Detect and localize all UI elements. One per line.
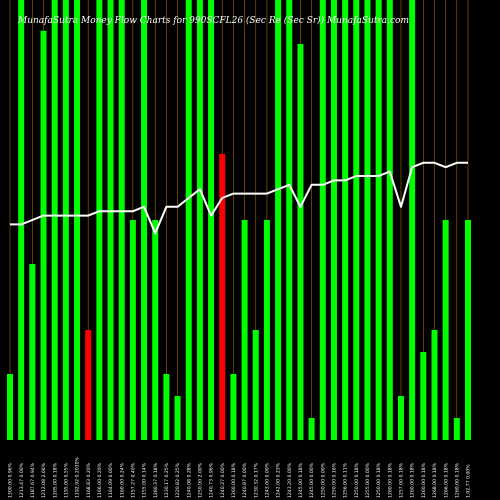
x-tick-label: 1300.00 0.96%	[8, 462, 14, 498]
x-tick-label: 1268.00 0.18%	[432, 462, 438, 498]
x-tick-label: 1164.09 0.00%	[108, 462, 114, 498]
x-tick-label: 1192.92 0.2030%	[75, 456, 81, 498]
x-tick-label: 1243.00 0.00%	[265, 462, 271, 498]
x-tick-label: 1240.27 0.00%	[220, 462, 226, 498]
bar	[74, 0, 81, 440]
bar	[163, 374, 170, 440]
bar	[208, 0, 215, 440]
x-tick-label: 1240.73 0.96%	[209, 462, 215, 498]
x-tick-label: 1240.08 0.28%	[186, 462, 192, 498]
x-tick-label: 1256.00 0.11%	[343, 462, 349, 498]
bar	[40, 30, 47, 441]
bar	[196, 0, 203, 440]
x-tick-label: 1245.00 0.18%	[298, 462, 304, 498]
x-tick-label: 1157.27 0.40%	[130, 462, 136, 498]
bar	[453, 418, 460, 440]
x-tick-label: 1242.00 0.23%	[276, 462, 282, 498]
bar	[107, 0, 114, 440]
x-tick-label: 1260.00 0.18%	[231, 462, 237, 498]
bar	[185, 0, 192, 440]
x-tick-label: 1220.82 0.25%	[175, 462, 181, 498]
bar	[308, 418, 315, 440]
x-tick-label: 1205.00 0.18%	[52, 462, 58, 498]
x-tick-label: 1166.00 0.20%	[97, 462, 103, 498]
x-tick-label: 1168.83 0.20%	[86, 462, 92, 498]
bar	[7, 374, 13, 440]
chart-title: MunafaSutra Money Flow Charts for 990SCF…	[17, 15, 409, 26]
x-tick-label: 1240.87 0.00%	[242, 462, 248, 498]
bar	[319, 0, 326, 440]
bar	[29, 264, 36, 440]
x-tick-label: 1250.00 0.16%	[332, 462, 338, 498]
bar	[118, 0, 125, 440]
bars-group	[7, 0, 471, 441]
bar	[96, 0, 103, 440]
bar	[85, 330, 92, 440]
x-tick-label: 1230.32 0.17%	[253, 462, 259, 498]
bar	[397, 396, 404, 440]
x-tick-label: 1,02.77 0.00%	[466, 464, 472, 498]
bar	[241, 220, 248, 440]
x-tick-label: 1187.67 0.94%	[30, 462, 36, 498]
bar	[386, 0, 393, 440]
bar	[18, 0, 25, 440]
bar	[286, 0, 293, 440]
x-tick-label: 1250.00 0.18%	[376, 462, 382, 498]
series-line	[10, 161, 468, 235]
bar	[375, 0, 382, 440]
x-tick-labels: 1300.00 0.96% 1213.47 0.00% 1187.67 0.94% 1…	[8, 456, 472, 498]
bar	[330, 0, 337, 440]
bar	[297, 44, 304, 440]
x-tick-label: 1155.00 0.14%	[142, 462, 148, 498]
bar	[51, 0, 58, 440]
x-tick-label: 1266.00 0.18%	[443, 462, 449, 498]
x-tick-label: 1195.00 0.55%	[63, 462, 69, 498]
x-tick-label: 1255.00 0.00%	[365, 462, 371, 498]
bar	[152, 220, 159, 440]
x-tick-label: 1260.00 0.18%	[421, 462, 427, 498]
bar	[230, 374, 237, 440]
x-tick-label: 1260.00 0.18%	[454, 462, 460, 498]
x-tick-label: 1160.00 0.24%	[119, 462, 125, 498]
bar	[174, 396, 181, 440]
bar	[342, 0, 349, 440]
x-tick-label: 1280.37 0.18%	[153, 462, 159, 498]
x-tick-label: 1260.00 0.18%	[387, 462, 393, 498]
bar	[420, 352, 427, 440]
x-tick-label: 1243.20 0.00%	[287, 462, 293, 498]
bar	[364, 0, 371, 440]
x-tick-label: 1260.00 0.18%	[410, 462, 416, 498]
bar	[62, 0, 69, 440]
bar	[275, 0, 282, 440]
bar	[409, 0, 416, 440]
bar	[465, 220, 471, 440]
x-tick-label: 1257.00 0.18%	[399, 462, 405, 498]
x-tick-label: 1250.00 0.00%	[320, 462, 326, 498]
x-tick-label: 1250.00 0.18%	[354, 462, 360, 498]
x-tick-label: 1245.00 0.00%	[309, 462, 315, 498]
bar	[353, 0, 360, 440]
x-tick-label: 1250.00 2.00%	[198, 462, 204, 498]
bar	[219, 154, 226, 440]
bar	[129, 220, 136, 440]
bar	[263, 220, 270, 440]
x-tick-label: 1213.47 0.00%	[19, 462, 25, 498]
bar	[252, 330, 259, 440]
bar	[431, 330, 438, 440]
x-tick-label: 1212.08 2.66%	[41, 462, 47, 498]
bar	[442, 220, 449, 440]
bar	[141, 0, 148, 440]
x-tick-label: 1230.17 0.25%	[164, 462, 170, 498]
